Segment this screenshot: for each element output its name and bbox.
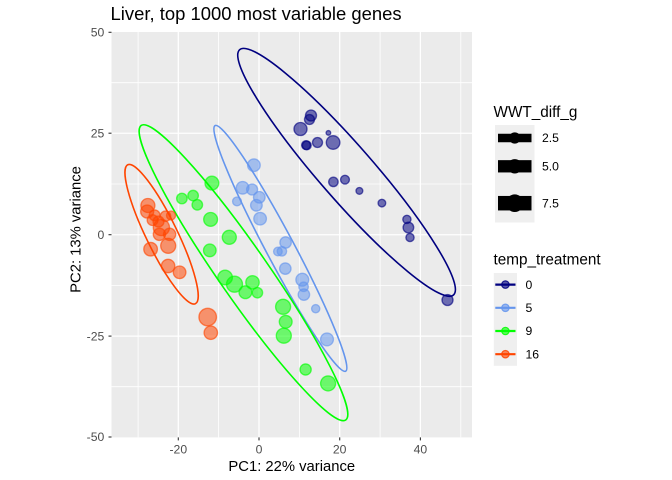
svg-text:5.0: 5.0	[542, 160, 559, 174]
svg-text:20: 20	[333, 443, 347, 457]
svg-text:9: 9	[526, 324, 533, 338]
svg-text:5: 5	[526, 301, 533, 315]
svg-text:50: 50	[91, 26, 105, 40]
svg-text:0: 0	[98, 228, 105, 242]
svg-text:16: 16	[526, 347, 540, 361]
svg-text:PC1: 22% variance: PC1: 22% variance	[228, 459, 355, 475]
svg-text:Liver, top 1000 most variable: Liver, top 1000 most variable genes	[111, 3, 402, 24]
svg-text:0: 0	[526, 278, 533, 292]
svg-text:-20: -20	[169, 443, 187, 457]
svg-text:WWT_diff_g: WWT_diff_g	[494, 104, 578, 121]
svg-text:2.5: 2.5	[542, 131, 559, 145]
svg-text:7.5: 7.5	[542, 196, 559, 210]
svg-text:0: 0	[256, 443, 263, 457]
svg-text:-50: -50	[87, 430, 105, 444]
svg-text:40: 40	[414, 443, 428, 457]
svg-text:-25: -25	[87, 329, 105, 343]
svg-text:25: 25	[91, 126, 105, 140]
svg-text:PC2: 13% variance: PC2: 13% variance	[69, 166, 85, 293]
svg-text:temp_treatment: temp_treatment	[494, 252, 602, 269]
